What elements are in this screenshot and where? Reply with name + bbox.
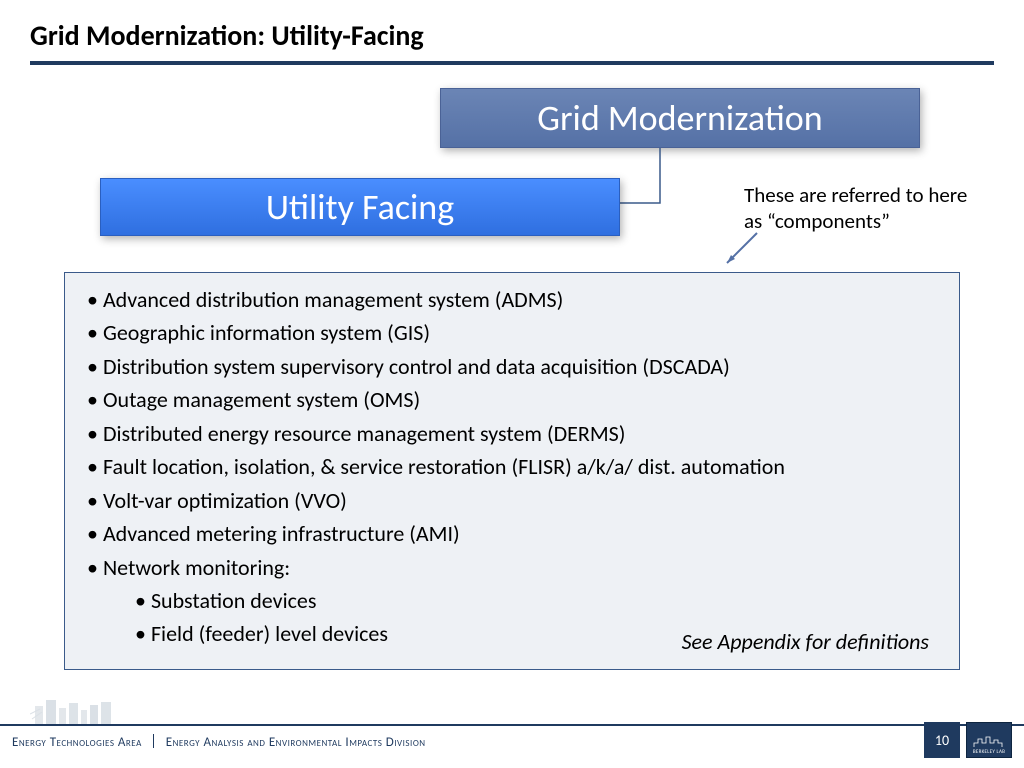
list-item: Advanced metering infrastructure (AMI) bbox=[87, 517, 941, 550]
list-item: Fault location, isolation, & service res… bbox=[87, 450, 941, 483]
lab-logo-text: BERKELEY LAB bbox=[973, 749, 1005, 755]
list-item: Volt-var optimization (VVO) bbox=[87, 484, 941, 517]
list-item: Outage management system (OMS) bbox=[87, 383, 941, 416]
list-item: Network monitoring: bbox=[87, 551, 941, 584]
components-note: These are referred to here as “component… bbox=[744, 182, 974, 235]
components-list: Advanced distribution management system … bbox=[87, 283, 941, 584]
footer-separator bbox=[153, 734, 154, 748]
slide-footer: Energy Technologies Area Energy Analysis… bbox=[0, 708, 1024, 768]
list-item: Advanced distribution management system … bbox=[87, 283, 941, 316]
slide-title: Grid Modernization: Utility-Facing bbox=[0, 0, 1024, 61]
grid-modernization-box: Grid Modernization bbox=[440, 88, 920, 148]
footer-area: Energy Technologies Area bbox=[12, 735, 142, 750]
footer-line bbox=[0, 724, 1024, 726]
title-underline bbox=[30, 61, 994, 65]
list-item: Geographic information system (GIS) bbox=[87, 316, 941, 349]
page-number: 10 bbox=[924, 722, 960, 758]
list-item: Distributed energy resource management s… bbox=[87, 417, 941, 450]
footer-division: Energy Analysis and Environmental Impact… bbox=[166, 735, 426, 750]
components-content-box: Advanced distribution management system … bbox=[64, 272, 960, 670]
utility-facing-box: Utility Facing bbox=[100, 178, 620, 236]
appendix-note: See Appendix for definitions bbox=[682, 628, 929, 655]
lab-building-icon bbox=[972, 733, 1006, 749]
footer-org-text: Energy Technologies Area Energy Analysis… bbox=[12, 734, 426, 750]
berkeley-lab-logo: BERKELEY LAB bbox=[966, 722, 1012, 758]
connector-line bbox=[620, 148, 680, 208]
list-item: Distribution system supervisory control … bbox=[87, 350, 941, 383]
list-item: Substation devices bbox=[135, 584, 941, 617]
